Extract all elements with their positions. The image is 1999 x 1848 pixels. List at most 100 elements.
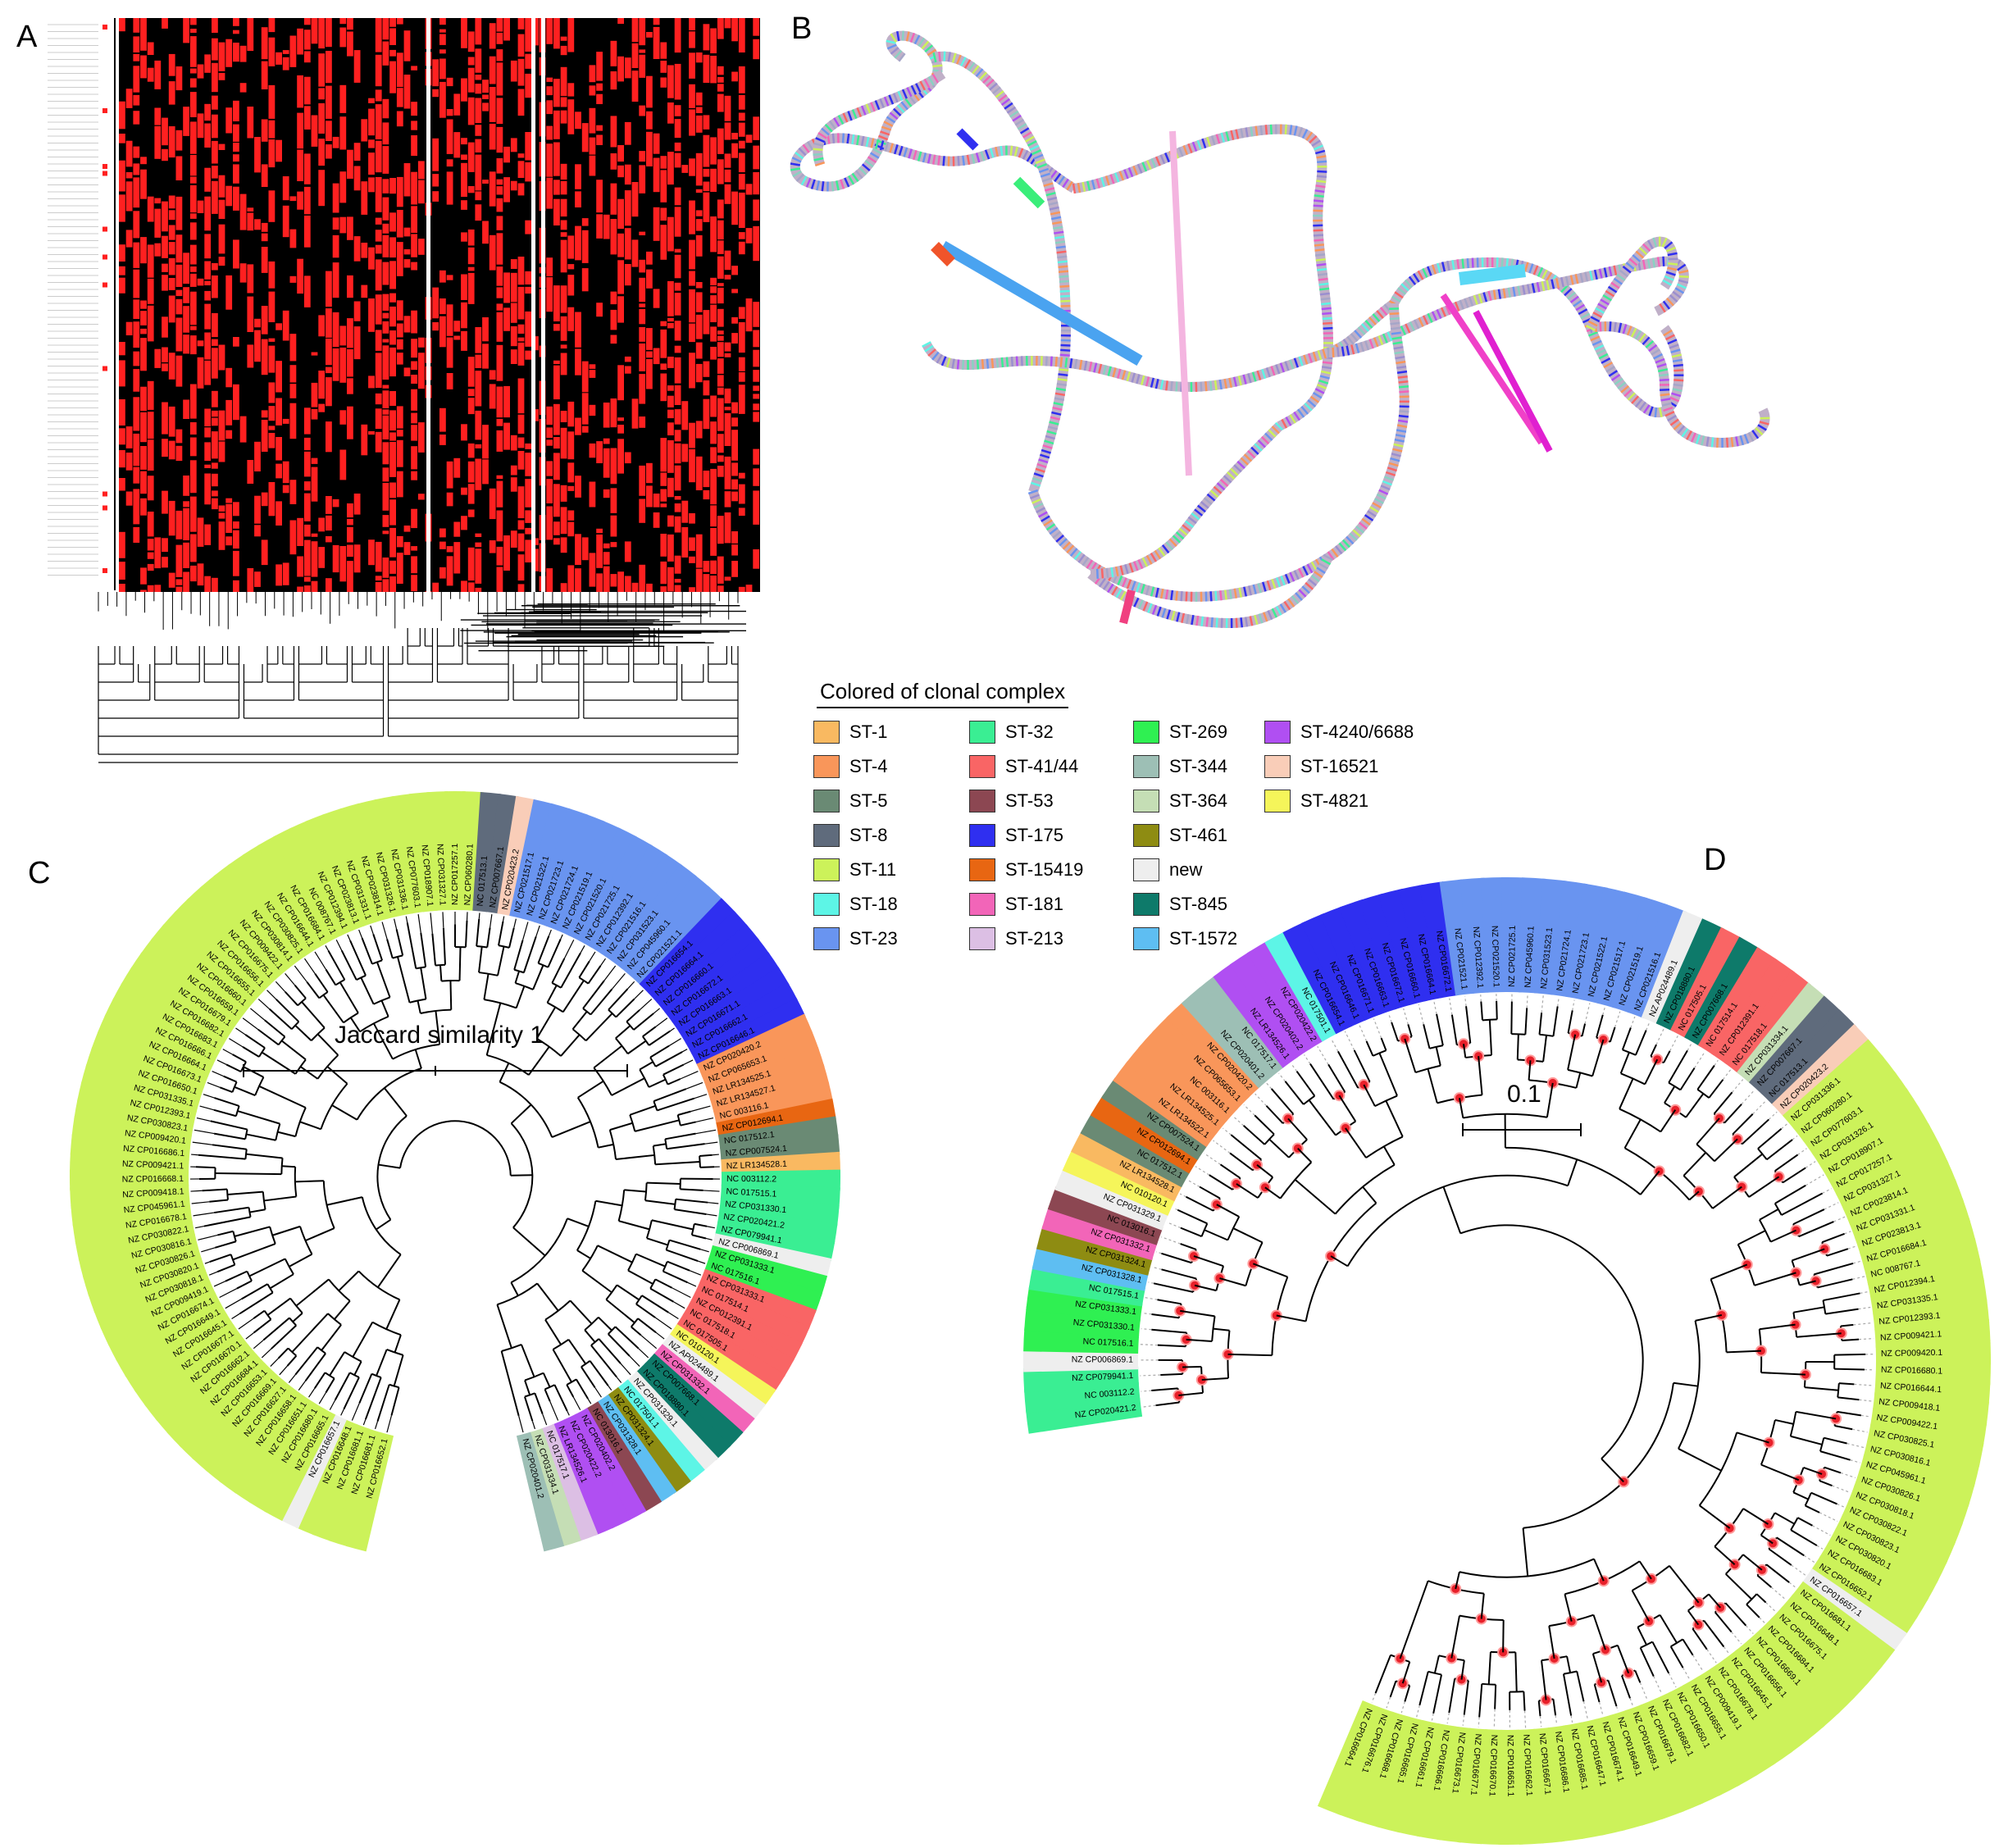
heatmap-cell	[518, 18, 525, 30]
heatmap-cell	[154, 61, 161, 89]
heatmap-cell	[567, 565, 574, 592]
leaf-connector	[305, 958, 316, 974]
heatmap-cell	[219, 345, 225, 371]
heatmap-cell	[575, 191, 581, 207]
graph-segment	[1318, 274, 1327, 275]
heatmap-cell	[404, 526, 411, 532]
heatmap-cell	[546, 507, 553, 540]
heatmap-cell	[447, 338, 453, 368]
heatmap-cell	[575, 312, 581, 348]
heatmap-cell	[304, 452, 311, 477]
heatmap-cell	[461, 163, 467, 197]
heatmap-cell	[389, 410, 396, 430]
tree-branch	[249, 1259, 285, 1276]
tree-branch	[567, 1218, 589, 1227]
heatmap-cell	[611, 542, 617, 547]
tree-branch	[1834, 1369, 1865, 1370]
heatmap-cell	[262, 164, 268, 187]
heatmap-cell	[653, 348, 660, 365]
heatmap-cell	[411, 234, 417, 257]
heatmap-cell	[225, 400, 232, 426]
graph-segment	[1066, 357, 1067, 367]
heatmap-cell	[497, 233, 503, 264]
tree-branch	[1709, 1080, 1723, 1098]
graph-segment	[992, 358, 993, 368]
heatmap-cell	[233, 551, 239, 576]
tree-branch	[577, 1250, 590, 1259]
heatmap-cell	[376, 104, 382, 139]
heatmap-cell	[632, 182, 639, 216]
tree-branch	[628, 1271, 653, 1284]
heatmap-cell	[432, 89, 439, 97]
heatmap-cell	[689, 538, 695, 551]
heatmap-cell	[689, 201, 695, 234]
tree-branch	[1746, 1604, 1760, 1618]
heatmap-cell	[304, 77, 311, 105]
legend-swatch	[969, 858, 995, 881]
heatmap-cell	[475, 84, 481, 93]
tree-branch	[1443, 1187, 1460, 1234]
tree-branch	[579, 961, 589, 977]
heatmap-cell	[689, 324, 695, 343]
heatmap-cell	[219, 257, 225, 266]
tree-branch	[1673, 1383, 1698, 1386]
heatmap-cell	[233, 502, 239, 516]
leaf-connector	[200, 1106, 214, 1110]
heatmap-cell	[461, 200, 467, 210]
heatmap-cell	[689, 557, 695, 563]
tree-branch	[214, 1110, 236, 1116]
tree-branch	[582, 1271, 612, 1293]
tree-branch	[394, 1355, 403, 1386]
tree-branch	[264, 1196, 296, 1200]
tree-branch	[1478, 1056, 1482, 1095]
heatmap-cell	[475, 543, 481, 548]
tree-branch	[544, 1373, 550, 1387]
heatmap-cell	[447, 462, 453, 489]
heatmap-cell	[198, 517, 204, 547]
heatmap-cell	[212, 39, 218, 61]
tree-branch	[376, 1350, 387, 1376]
leaf-connector	[543, 1414, 547, 1426]
tree-branch	[511, 1282, 518, 1295]
row-marker	[102, 255, 107, 260]
heatmap-cell	[318, 18, 325, 48]
heatmap-cell	[389, 61, 396, 93]
heatmap-cell	[453, 542, 460, 573]
heatmap-cell	[753, 116, 759, 140]
heatmap-cell	[148, 439, 154, 471]
tree-branch	[624, 1190, 646, 1191]
heatmap-cell	[646, 32, 653, 38]
tree-branch	[421, 967, 426, 999]
tree-branch	[545, 1389, 550, 1401]
legend-label: ST-32	[1005, 721, 1054, 743]
heatmap-cell	[689, 18, 695, 30]
heatmap-cell	[262, 27, 268, 59]
legend-swatch	[1133, 755, 1159, 778]
heatmap-cell	[575, 226, 581, 261]
heatmap-cell	[582, 393, 589, 424]
heatmap-cell	[546, 86, 553, 95]
tree-branch	[1231, 1135, 1261, 1159]
tree-branch	[1726, 1574, 1752, 1600]
heatmap-cell	[590, 85, 596, 95]
tree-branch	[561, 1035, 580, 1056]
heatmap-cell	[660, 562, 667, 584]
heatmap-cell	[126, 141, 133, 167]
heatmap-cell	[468, 389, 475, 396]
leaf-connector	[706, 1238, 713, 1240]
leaf-connector	[253, 1340, 263, 1348]
tree-branch	[1837, 1397, 1859, 1400]
tree-branch	[305, 1228, 334, 1240]
heatmap-cell	[333, 545, 339, 572]
heatmap-cell	[383, 339, 389, 343]
heatmap-cell	[176, 66, 183, 90]
graph-segment	[1314, 244, 1324, 245]
legend-swatch	[813, 927, 840, 950]
heatmap-cell	[368, 177, 375, 192]
graph-segment	[1059, 281, 1069, 282]
heatmap-cell	[204, 474, 211, 505]
tree-branch	[1678, 1449, 1721, 1471]
heatmap-cell	[262, 120, 268, 142]
heatmap-cell	[397, 536, 403, 548]
heatmap-cell	[453, 336, 460, 340]
